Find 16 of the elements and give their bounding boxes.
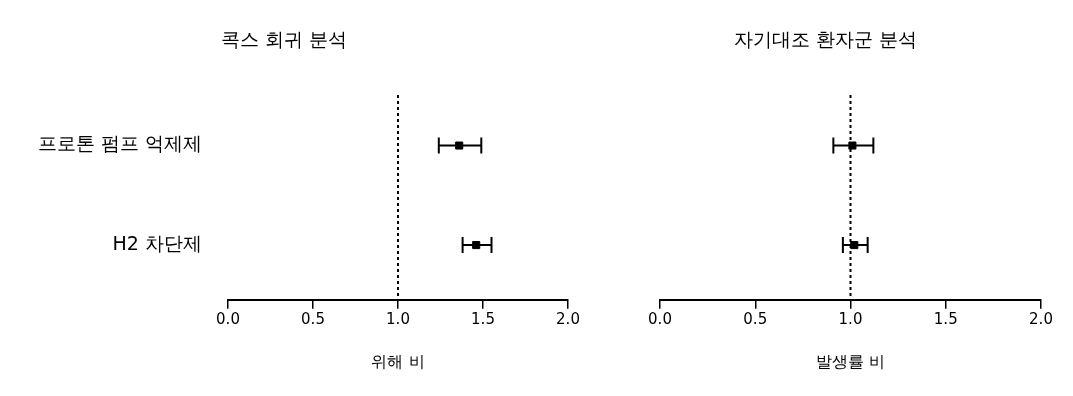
x-axis-title: 발생률 비 xyxy=(815,351,886,371)
x-tick-label: 0.0 xyxy=(648,309,672,328)
x-tick-label: 2.0 xyxy=(556,309,580,328)
x-tick-label: 0.5 xyxy=(301,309,325,328)
x-tick-label: 1.0 xyxy=(386,309,410,328)
x-tick-label: 2.0 xyxy=(1029,309,1053,328)
x-tick-label: 1.5 xyxy=(933,309,958,328)
y-tick-label: 프로톤 펌프 억제제 xyxy=(37,132,202,155)
chart-title: 자기대조 환자군 분석 xyxy=(733,28,918,51)
x-tick-label: 0.0 xyxy=(216,309,240,328)
chart-title: 콕스 회귀 분석 xyxy=(220,28,348,51)
x-tick-label: 1.5 xyxy=(471,309,495,328)
x-tick-label: 1.0 xyxy=(838,309,863,328)
x-axis-title: 위해 비 xyxy=(371,351,425,371)
y-tick-label: H2 차단제 xyxy=(112,232,202,254)
x-tick-label: 0.5 xyxy=(743,309,768,328)
